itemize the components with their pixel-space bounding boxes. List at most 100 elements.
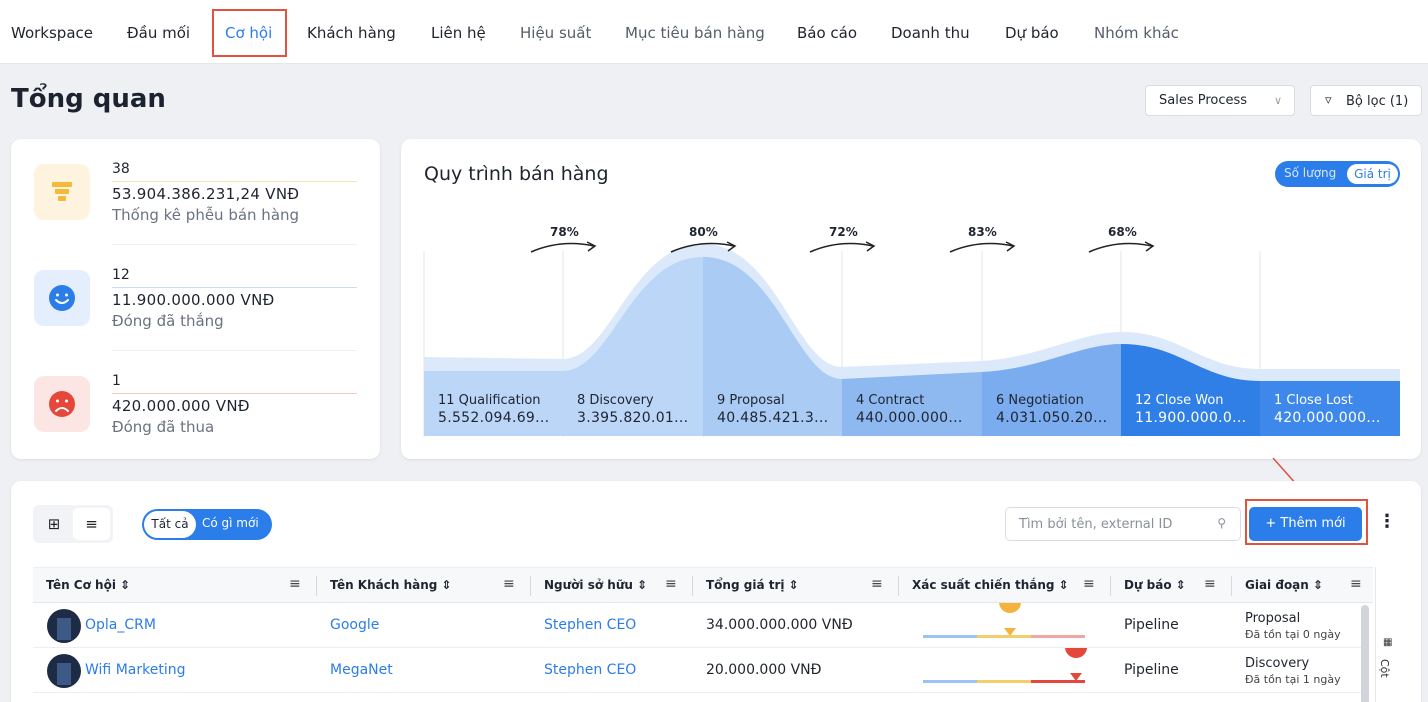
stat-label: Thống kê phễu bán hàng [112, 206, 300, 224]
stat-amount: 11.900.000.000 VNĐ [112, 291, 275, 309]
owner-link[interactable]: Stephen CEO [544, 617, 637, 633]
owner-link[interactable]: Stephen CEO [544, 662, 637, 678]
toggle-count[interactable]: Số lượng [1284, 166, 1337, 180]
column-menu-icon[interactable]: ≡ [1204, 576, 1216, 592]
column-menu-icon[interactable]: ≡ [871, 576, 883, 592]
col-stage[interactable]: Giai đoạn ⇕ [1245, 578, 1324, 592]
table-header: Tên Cơ hội ⇕ ≡ Tên Khách hàng ⇕ ≡ Người … [33, 567, 1373, 603]
column-divider [316, 576, 317, 596]
opportunity-name-link[interactable]: Wifi Marketing [85, 662, 186, 678]
stat-amount: 53.904.386.231,24 VNĐ [112, 185, 300, 203]
table-row[interactable]: Wifi Marketing MegaNet Stephen CEO 20.00… [33, 648, 1361, 693]
page-title: Tổng quan [11, 84, 166, 114]
stage-value: 5.552.094.69... [438, 410, 550, 426]
nav-reports[interactable]: Báo cáo [797, 24, 858, 42]
column-menu-icon[interactable]: ≡ [1083, 576, 1095, 592]
probability-value: 6 [1073, 664, 1079, 675]
probability-value: 47 [1004, 619, 1017, 630]
stat-count: 38 [112, 161, 130, 177]
search-icon: ⚲ [1217, 516, 1226, 530]
stage-name: 1 Close Lost [1274, 393, 1353, 408]
table-scrollbar[interactable] [1361, 605, 1369, 702]
list-view-button[interactable]: ≡ [73, 508, 110, 540]
filter-label: Bộ lọc (1) [1346, 94, 1409, 109]
stage-value: Proposal [1245, 611, 1301, 626]
total-value: 20.000.000 VNĐ [706, 662, 822, 678]
chevron-down-icon: ∨ [1273, 94, 1282, 107]
stat-amount: 420.000.000 VNĐ [112, 397, 250, 415]
stat-underline [112, 181, 357, 182]
stat-underline [112, 393, 357, 394]
conversion-rate: 80% [689, 225, 718, 239]
nav-workspace[interactable]: Workspace [11, 24, 93, 42]
conversion-arrows [530, 241, 1155, 253]
stage-block-4 [842, 372, 982, 436]
scope-toggle[interactable]: Tất cả Có gì mới [142, 509, 272, 540]
table-row[interactable]: Opla_CRM Google Stephen CEO 34.000.000.0… [33, 603, 1361, 648]
column-divider [692, 576, 693, 596]
sales-process-value: Sales Process [1159, 93, 1248, 108]
avatar [47, 609, 81, 643]
funnel-title: Quy trình bán hàng [424, 163, 609, 185]
stage-block-3 [703, 257, 842, 436]
column-divider [1110, 576, 1111, 596]
stage-value: 3.395.820.01... [577, 410, 689, 426]
conversion-rate: 72% [829, 225, 858, 239]
columns-side-panel[interactable]: ▦ Cột [1375, 567, 1399, 702]
opportunities-table-card: ⊞ ≡ Tất cả Có gì mới Tìm bởi tên, extern… [11, 481, 1421, 702]
scope-all[interactable]: Tất cả [144, 511, 196, 538]
col-owner[interactable]: Người sở hữu ⇕ [544, 578, 648, 592]
column-menu-icon[interactable]: ≡ [503, 576, 515, 592]
stage-block-6 [1121, 344, 1260, 436]
col-opportunity-name[interactable]: Tên Cơ hội ⇕ [46, 578, 131, 592]
nav-other-groups[interactable]: Nhóm khác [1094, 24, 1179, 42]
customer-link[interactable]: MegaNet [330, 662, 393, 678]
nav-sales-goals[interactable]: Mục tiêu bán hàng [625, 24, 765, 42]
list-icon: ≡ [85, 515, 98, 533]
stage-value: 4.031.050.20... [996, 410, 1108, 426]
forecast-value: Pipeline [1124, 662, 1179, 678]
col-win-probability[interactable]: Xác suất chiến thắng ⇕ [912, 578, 1069, 592]
opportunity-name-link[interactable]: Opla_CRM [85, 617, 156, 633]
columns-label: Cột [1378, 659, 1391, 678]
col-forecast[interactable]: Dự báo ⇕ [1124, 578, 1186, 592]
col-total-value[interactable]: Tổng giá trị ⇕ [706, 578, 799, 592]
stat-count: 1 [112, 373, 121, 389]
nav-leads[interactable]: Đầu mối [127, 24, 191, 42]
column-menu-icon[interactable]: ≡ [665, 576, 677, 592]
scope-new[interactable]: Có gì mới [202, 516, 259, 530]
column-divider [1231, 576, 1232, 596]
nav-contacts[interactable]: Liên hệ [431, 24, 486, 42]
conversion-rate: 68% [1108, 225, 1137, 239]
stage-name: 6 Negotiation [996, 393, 1084, 408]
sales-funnel-card: Quy trình bán hàng Số lượng Giá trị [401, 139, 1421, 459]
more-options-icon[interactable]: ⋮ [1378, 511, 1396, 532]
nav-highlight-box [212, 9, 287, 57]
customer-link[interactable]: Google [330, 617, 380, 633]
column-menu-icon[interactable]: ≡ [289, 576, 301, 592]
nav-revenue[interactable]: Doanh thu [891, 24, 970, 42]
stage-name: 4 Contract [856, 393, 925, 408]
column-menu-icon[interactable]: ≡ [1350, 576, 1362, 592]
nav-forecast[interactable]: Dự báo [1005, 24, 1059, 42]
metric-toggle[interactable]: Số lượng Giá trị [1275, 161, 1400, 187]
conversion-rate: 83% [968, 225, 997, 239]
nav-opportunities[interactable]: Cơ hội [225, 24, 273, 42]
avatar [47, 654, 81, 688]
nav-customers[interactable]: Khách hàng [307, 24, 396, 42]
add-button-highlight-box [1245, 499, 1368, 545]
smile-icon [34, 270, 90, 326]
stage-name: 8 Discovery [577, 393, 654, 408]
add-new-button[interactable]: + Thêm mới [1249, 507, 1362, 541]
stage-name: 11 Qualification [438, 393, 541, 408]
col-customer-name[interactable]: Tên Khách hàng ⇕ [330, 578, 452, 592]
stat-count: 12 [112, 267, 130, 283]
column-divider [530, 576, 531, 596]
grid-view-button[interactable]: ⊞ [36, 508, 72, 540]
sales-process-select[interactable]: Sales Process ∨ [1145, 85, 1295, 116]
stage-value: 11.900.000.0... [1135, 410, 1247, 426]
search-input[interactable]: Tìm bởi tên, external ID ⚲ [1005, 507, 1241, 541]
toggle-value[interactable]: Giá trị [1347, 164, 1398, 184]
filter-button[interactable]: ▿ Bộ lọc (1) [1310, 85, 1422, 116]
nav-performance[interactable]: Hiệu suất [520, 24, 592, 42]
